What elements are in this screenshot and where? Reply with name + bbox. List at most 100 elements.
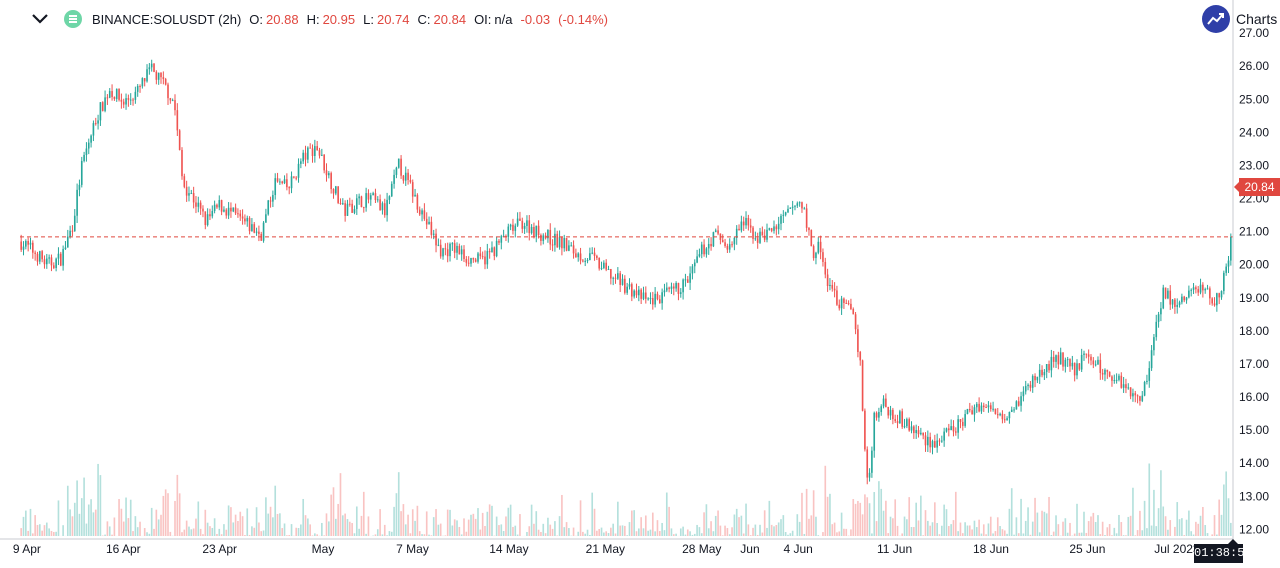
candle-body	[1132, 393, 1134, 397]
time-axis[interactable]: 9 Apr 16 Apr 23 Apr May 7 May 14 May 21 May 28 …	[0, 538, 1233, 556]
volume-bar	[721, 535, 724, 536]
candle-body	[223, 209, 225, 212]
candle-body	[143, 78, 146, 82]
volume-bar	[1069, 522, 1071, 536]
volume-bar	[286, 535, 288, 536]
volume-bar	[698, 527, 701, 536]
volume-bar	[204, 509, 207, 536]
candle-body	[346, 203, 349, 216]
candle-body	[791, 206, 794, 208]
volume-bar	[411, 509, 414, 536]
y-tick-label: 14.00	[1239, 456, 1269, 470]
change-percent: (-0.14%)	[558, 11, 608, 27]
candle-body	[586, 260, 589, 262]
open-label: O:	[249, 11, 264, 27]
volume-bar	[889, 516, 892, 536]
market-status-icon[interactable]	[64, 10, 82, 28]
candle-body	[1022, 391, 1025, 397]
candle-body	[593, 252, 596, 256]
candle-body	[1206, 288, 1209, 290]
volume-bar	[568, 528, 570, 536]
candle-body	[1139, 396, 1141, 401]
candle-body	[460, 249, 463, 255]
volume-bar	[663, 530, 666, 536]
candle-body	[402, 175, 405, 181]
volume-bar	[1183, 535, 1186, 536]
volume-bar	[610, 527, 612, 536]
volume-bar	[833, 522, 836, 536]
candle-body	[570, 245, 573, 247]
candle-body	[624, 278, 626, 293]
candle-body	[1083, 353, 1085, 355]
candle-body	[1230, 236, 1232, 261]
candle-body	[635, 290, 638, 296]
volume-bar	[712, 531, 715, 536]
candle-body	[582, 260, 584, 262]
volume-bar	[241, 516, 244, 536]
volume-bar	[840, 512, 843, 536]
candle-body	[383, 203, 386, 216]
volume-bar	[824, 465, 827, 536]
candle-body	[975, 403, 978, 408]
candle-body	[547, 229, 549, 239]
candle-body	[703, 244, 705, 255]
candle-body	[141, 78, 144, 87]
y-tick-label: 18.00	[1239, 324, 1269, 338]
volume-bar	[106, 521, 109, 536]
volume-bar	[1202, 506, 1204, 536]
chevron-down-icon[interactable]	[30, 9, 50, 29]
y-tick-label: 26.00	[1239, 59, 1269, 73]
volume-bar	[206, 522, 209, 536]
volume-bar	[295, 527, 298, 536]
candle-body	[817, 241, 820, 253]
candle-body	[579, 253, 582, 261]
volume-bar	[1148, 463, 1151, 536]
candle-body	[686, 279, 689, 283]
candle-body	[1080, 354, 1083, 370]
candle-body	[677, 282, 680, 294]
volume-bar	[661, 522, 663, 536]
volume-bar	[812, 490, 815, 536]
symbol-label[interactable]: BINANCE:SOLUSDT (2h)	[92, 11, 242, 27]
volume-bar	[76, 480, 78, 536]
volume-bar	[269, 506, 272, 536]
candle-body	[453, 243, 456, 253]
candle-body	[829, 284, 831, 286]
candle-body	[372, 193, 374, 196]
candle-body	[668, 287, 670, 289]
volume-bar	[108, 526, 111, 536]
candle-body	[80, 160, 83, 185]
candle-body	[777, 223, 780, 230]
candle-body	[1176, 304, 1179, 307]
candle-body	[178, 130, 181, 150]
volume-bar	[579, 500, 582, 536]
candle-body	[288, 187, 291, 189]
volume-bar	[780, 519, 782, 536]
price-axis[interactable]: 12.00 13.00 14.00 15.00 16.00 17.00 18.00 19.00…	[1232, 0, 1269, 541]
volume-bar	[50, 530, 53, 536]
candle-body	[400, 158, 402, 176]
candle-body	[1057, 355, 1060, 365]
candle-body	[316, 146, 318, 151]
volume-bar	[854, 503, 857, 536]
brand-badge[interactable]: Charts |	[1202, 5, 1280, 33]
x-tick-label: 21 May	[586, 542, 625, 556]
candle-body	[773, 226, 775, 231]
candle-body	[297, 163, 300, 178]
volume-bar	[153, 528, 155, 536]
volume-bar	[1115, 533, 1118, 536]
volume-bar	[591, 492, 594, 536]
candle-body	[775, 226, 778, 230]
volume-bar	[62, 525, 64, 536]
volume-bar	[45, 522, 48, 536]
volume-bar	[705, 504, 708, 536]
volume-bar	[414, 520, 416, 536]
candle-body	[304, 152, 307, 160]
volume-bar	[777, 522, 780, 536]
candle-body	[682, 279, 684, 293]
candle-body	[267, 200, 270, 215]
volume-bar	[383, 524, 386, 536]
candle-body	[29, 242, 32, 245]
